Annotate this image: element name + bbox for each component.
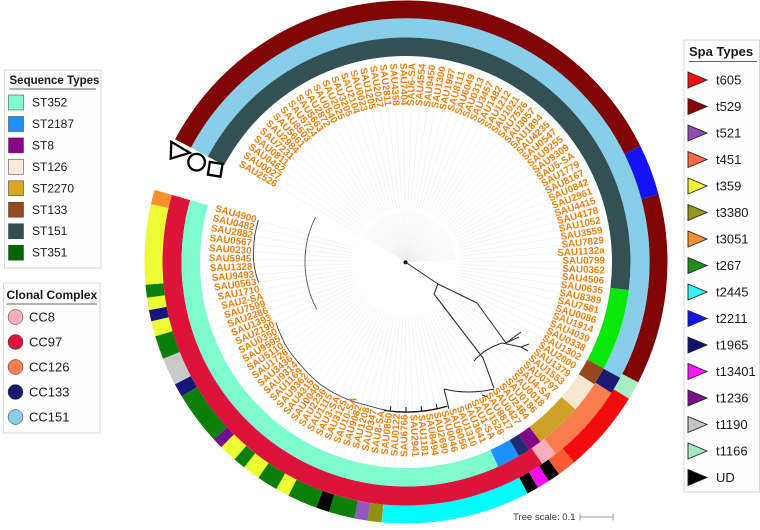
- svg-text:SAU6-SA: SAU6-SA: [406, 63, 418, 106]
- svg-text:t605: t605: [716, 73, 741, 88]
- svg-text:SAU0799: SAU0799: [562, 255, 605, 266]
- svg-text:UD: UD: [716, 470, 735, 485]
- svg-text:SAU2811: SAU2811: [377, 64, 393, 107]
- svg-text:CC8: CC8: [29, 310, 55, 325]
- svg-text:SAU6766: SAU6766: [399, 414, 410, 457]
- svg-text:CC126: CC126: [29, 360, 69, 375]
- svg-text:t3051: t3051: [716, 232, 749, 247]
- svg-text:t1190: t1190: [716, 417, 748, 432]
- svg-text:Spa Types: Spa Types: [689, 44, 753, 59]
- svg-text:ST133: ST133: [32, 203, 68, 217]
- svg-text:ST351: ST351: [32, 246, 68, 260]
- svg-text:SAU4506: SAU4506: [561, 272, 605, 287]
- svg-text:t3380: t3380: [716, 205, 749, 220]
- svg-text:t1965: t1965: [716, 338, 749, 353]
- svg-text:t529: t529: [716, 99, 741, 114]
- svg-text:ST8: ST8: [32, 138, 54, 152]
- svg-text:SAU7829: SAU7829: [561, 235, 605, 251]
- svg-text:t521: t521: [716, 126, 741, 141]
- svg-text:ST126: ST126: [32, 160, 68, 174]
- svg-text:SAU0850: SAU0850: [380, 412, 396, 456]
- svg-text:Clonal Complex: Clonal Complex: [7, 288, 98, 302]
- svg-text:CC97: CC97: [29, 335, 62, 350]
- svg-text:ST352: ST352: [32, 96, 68, 110]
- svg-text:t2211: t2211: [716, 311, 748, 326]
- svg-text:ST2270: ST2270: [32, 181, 74, 195]
- svg-text:SAU1328: SAU1328: [210, 262, 253, 274]
- svg-text:SAU4554: SAU4554: [414, 63, 429, 107]
- svg-text:SAU1181: SAU1181: [415, 414, 430, 457]
- svg-text:SAU0567: SAU0567: [209, 233, 253, 249]
- svg-text:t1236: t1236: [716, 391, 749, 406]
- svg-text:SAU0230: SAU0230: [209, 243, 253, 257]
- svg-text:CC151: CC151: [29, 410, 69, 425]
- svg-text:SAU0362: SAU0362: [562, 264, 605, 277]
- svg-text:SAU0122: SAU0122: [389, 413, 402, 457]
- svg-text:SAU9493: SAU9493: [211, 269, 255, 284]
- svg-text:t13401: t13401: [716, 364, 756, 379]
- svg-text:SAU5945: SAU5945: [209, 253, 252, 265]
- svg-text:SAU1132a: SAU1132a: [557, 245, 605, 259]
- svg-text:SAU2941: SAU2941: [407, 414, 420, 457]
- svg-text:ST2187: ST2187: [32, 117, 74, 131]
- svg-text:SAU7404: SAU7404: [397, 63, 409, 106]
- svg-text:t267: t267: [716, 258, 741, 273]
- svg-text:SAU4358: SAU4358: [387, 63, 401, 107]
- svg-text:Tree scale: 0.1: Tree scale: 0.1: [513, 512, 575, 523]
- svg-text:t451: t451: [716, 152, 741, 167]
- svg-text:t1166: t1166: [716, 444, 748, 459]
- svg-text:t359: t359: [716, 179, 741, 194]
- svg-text:Sequence Types: Sequence Types: [10, 75, 100, 87]
- svg-text:t2445: t2445: [716, 285, 749, 300]
- svg-text:CC133: CC133: [29, 385, 69, 400]
- svg-text:ST151: ST151: [32, 224, 68, 238]
